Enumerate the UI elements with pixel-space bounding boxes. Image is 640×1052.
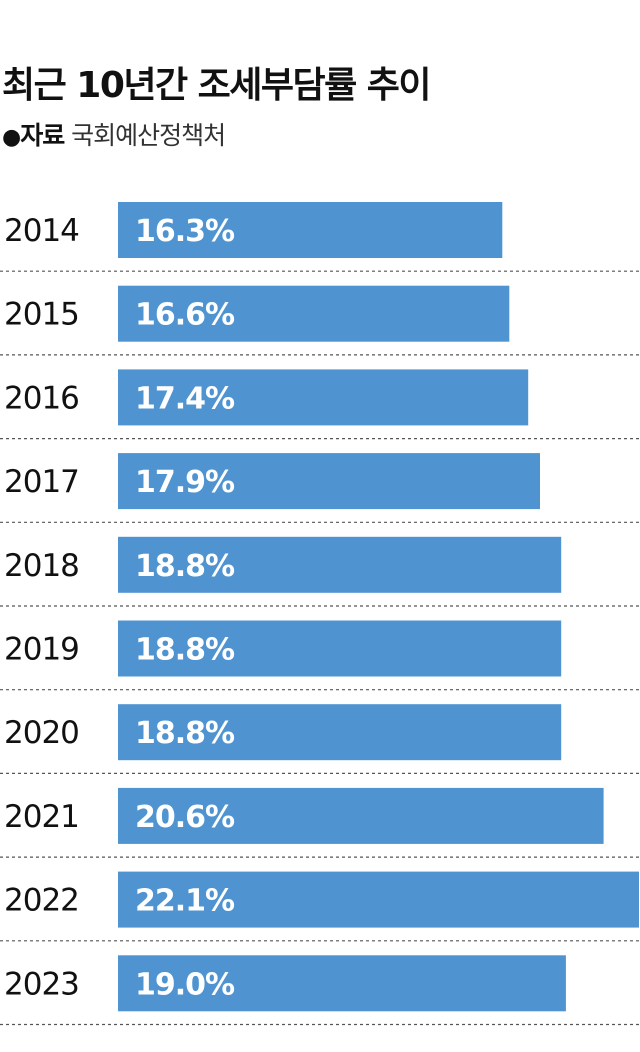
data-label-2022: 22.1% <box>135 884 235 919</box>
bar-2020 <box>118 704 562 761</box>
data-label-2020: 18.8% <box>135 716 235 751</box>
data-label-2018: 18.8% <box>135 549 235 584</box>
bar-2021 <box>118 787 604 844</box>
bar-2017 <box>118 453 540 510</box>
bar-chart: 2014 16.3% 2015 16.6% 2016 17.4% 2017 17.9% 2018… <box>0 202 640 1026</box>
category-label-2020: 2020 <box>4 715 79 751</box>
bar-2016 <box>118 369 529 426</box>
data-label-2023: 19.0% <box>135 967 235 1002</box>
source-value: 국회예산정책처 <box>71 121 226 150</box>
bar-2019 <box>118 620 562 677</box>
data-label-2019: 18.8% <box>135 633 235 668</box>
category-label-2019: 2019 <box>4 632 79 668</box>
category-label-2016: 2016 <box>4 380 79 416</box>
bullet-icon: ● <box>2 125 21 150</box>
data-label-2014: 16.3% <box>135 214 235 249</box>
source-label: 자료 <box>20 121 65 150</box>
data-label-2015: 16.6% <box>135 298 235 333</box>
category-label-2018: 2018 <box>4 548 79 584</box>
category-label-2014: 2014 <box>4 213 79 249</box>
bar-2015 <box>118 285 510 342</box>
category-label-2015: 2015 <box>4 297 79 333</box>
data-label-2016: 17.4% <box>135 381 235 416</box>
data-label-2017: 17.9% <box>135 465 235 500</box>
bar-2023 <box>118 955 566 1012</box>
bar-2018 <box>118 536 562 593</box>
bar-2014 <box>118 202 503 258</box>
category-label-2017: 2017 <box>4 464 79 500</box>
chart-title: 최근 10년간 조세부담률 추이 <box>2 65 432 106</box>
source-line: ●자료 국회예산정책처 <box>2 114 226 160</box>
category-label-2021: 2021 <box>4 799 79 835</box>
category-label-2023: 2023 <box>4 966 79 1002</box>
bar-2022 <box>118 871 639 928</box>
category-label-2022: 2022 <box>4 883 79 919</box>
data-label-2021: 20.6% <box>135 800 235 835</box>
